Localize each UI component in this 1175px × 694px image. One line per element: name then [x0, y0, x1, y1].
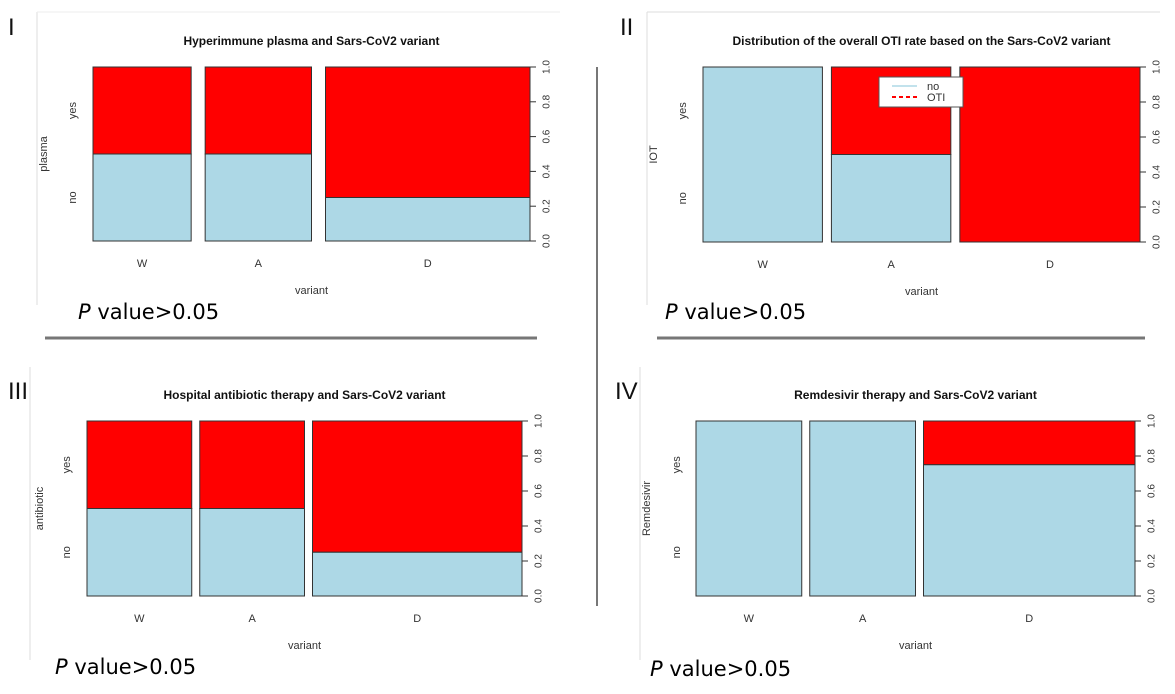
legend-label-no: no — [927, 81, 939, 93]
x-tick-label: W — [744, 613, 755, 625]
bar-no-W — [92, 153, 192, 242]
chart-title: Hyperimmune plasma and Sars-CoV2 variant — [183, 34, 439, 48]
level-label-yes: yes — [67, 101, 79, 119]
p-value-annotation: P value>0.05 — [55, 655, 196, 679]
y-tick-label: 0.4 — [534, 519, 545, 533]
y-tick-label: 0.0 — [542, 234, 553, 248]
y-tick-label: 0.0 — [1152, 235, 1163, 249]
bar-yes-W — [86, 420, 193, 509]
bar-no-W — [695, 420, 803, 597]
x-tick-label: W — [134, 613, 145, 625]
bar-yes-W — [92, 66, 192, 155]
y-tick-label: 0.8 — [542, 94, 553, 108]
y-tick-label: 0.2 — [542, 199, 553, 213]
y-tick-label: 0.2 — [534, 554, 545, 568]
level-label-no: no — [671, 546, 683, 558]
panel-label: II — [620, 14, 634, 41]
y-tick-label: 0.2 — [1147, 554, 1158, 568]
y-tick-label: 0.6 — [534, 484, 545, 498]
y-tick-label: 0.8 — [1152, 95, 1163, 109]
y-tick-label: 1.0 — [1152, 60, 1163, 74]
bar-yes-D — [325, 66, 531, 198]
x-tick-label: A — [255, 258, 263, 270]
y-axis-label: Remdesivir — [641, 481, 653, 536]
chart-title: Remdesivir therapy and Sars-CoV2 variant — [794, 388, 1037, 402]
y-tick-label: 0.0 — [1147, 589, 1158, 603]
p-value-annotation: P value>0.05 — [665, 300, 806, 324]
y-axis-label: antibiotic — [34, 486, 46, 530]
x-tick-label: W — [137, 258, 148, 270]
x-tick-label: A — [248, 613, 256, 625]
p-symbol: P — [55, 655, 68, 679]
y-tick-label: 0.6 — [542, 129, 553, 143]
y-tick-label: 0.4 — [542, 164, 553, 178]
x-tick-label: A — [887, 259, 895, 271]
x-tick-label: D — [1025, 613, 1033, 625]
bar-no-D — [325, 197, 531, 242]
panel-label: I — [8, 14, 15, 41]
bar-no-W — [86, 508, 193, 597]
p-value-text: value>0.05 — [662, 657, 792, 681]
y-axis-label: plasma — [38, 135, 50, 171]
x-tick-label: D — [413, 613, 421, 625]
x-tick-label: W — [758, 259, 769, 271]
x-axis-label: variant — [905, 286, 938, 298]
bar-no-A — [809, 420, 916, 597]
y-tick-label: 0.4 — [1147, 519, 1158, 533]
bar-no-D — [312, 551, 523, 597]
level-label-no: no — [61, 546, 73, 558]
bar-no-A — [830, 154, 952, 243]
chart-title: Hospital antibiotic therapy and Sars-CoV… — [163, 388, 445, 402]
x-tick-label: D — [1046, 259, 1054, 271]
bar-yes-A — [199, 420, 305, 509]
p-value-annotation: P value>0.05 — [650, 657, 791, 681]
p-value-text: value>0.05 — [90, 300, 220, 324]
y-tick-label: 0.2 — [1152, 200, 1163, 214]
p-symbol: P — [78, 300, 91, 324]
y-tick-label: 0.4 — [1152, 165, 1163, 179]
p-value-annotation: P value>0.05 — [78, 300, 219, 324]
x-axis-label: variant — [295, 285, 328, 297]
x-tick-label: D — [424, 258, 432, 270]
panel-label: IV — [615, 378, 638, 405]
p-symbol: P — [650, 657, 663, 681]
bar-no-W — [702, 66, 823, 243]
panel-label: III — [8, 378, 29, 405]
p-symbol: P — [665, 300, 678, 324]
y-tick-label: 1.0 — [1147, 414, 1158, 428]
x-axis-label: variant — [288, 640, 321, 652]
y-tick-label: 0.8 — [534, 449, 545, 463]
y-tick-label: 1.0 — [534, 414, 545, 428]
x-tick-label: A — [859, 613, 867, 625]
bar-no-D — [923, 464, 1136, 597]
bar-yes-D — [959, 66, 1141, 243]
y-tick-label: 0.6 — [1152, 130, 1163, 144]
legend-box — [878, 76, 964, 108]
level-label-no: no — [67, 191, 79, 203]
bar-no-A — [204, 153, 312, 242]
y-tick-label: 0.6 — [1147, 484, 1158, 498]
bar-yes-D — [312, 420, 523, 553]
y-tick-label: 1.0 — [542, 60, 553, 74]
x-axis-label: variant — [899, 640, 932, 652]
bar-yes-A — [204, 66, 312, 155]
bar-no-A — [199, 508, 305, 597]
bar-yes-D — [923, 420, 1136, 466]
level-label-no: no — [677, 192, 689, 204]
legend-label-oti: OTI — [927, 92, 945, 104]
p-value-text: value>0.05 — [67, 655, 197, 679]
level-label-yes: yes — [671, 456, 683, 474]
chart-title: Distribution of the overall OTI rate bas… — [732, 34, 1110, 48]
y-tick-label: 0.0 — [534, 589, 545, 603]
y-axis-label: IOT — [648, 145, 660, 164]
p-value-text: value>0.05 — [677, 300, 807, 324]
level-label-yes: yes — [61, 456, 73, 474]
y-tick-label: 0.8 — [1147, 449, 1158, 463]
level-label-yes: yes — [677, 102, 689, 120]
